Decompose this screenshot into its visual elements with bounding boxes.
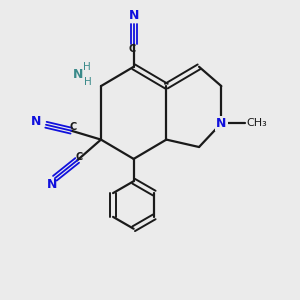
Text: CH₃: CH₃ <box>247 118 267 128</box>
Text: N: N <box>73 68 83 81</box>
Text: C: C <box>128 44 136 54</box>
Text: C: C <box>75 152 82 162</box>
Text: N: N <box>216 117 226 130</box>
Text: C: C <box>69 122 76 132</box>
Text: H: H <box>84 76 92 87</box>
Text: N: N <box>30 115 41 128</box>
Text: N: N <box>128 9 139 22</box>
Text: H: H <box>83 62 91 72</box>
Text: N: N <box>47 178 57 191</box>
